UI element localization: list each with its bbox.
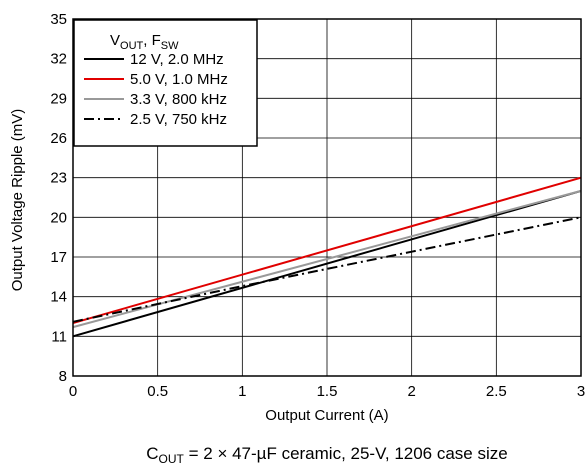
y-tick-label: 35 — [50, 11, 67, 28]
y-tick-label: 17 — [50, 249, 67, 266]
x-tick-label: 3 — [577, 383, 585, 400]
x-tick-label: 1.5 — [317, 383, 338, 400]
legend-entry: 3.3 V, 800 kHz — [130, 91, 227, 108]
plot-frame — [72, 18, 582, 377]
x-axis-label: Output Current (A) — [265, 407, 388, 424]
y-tick-label: 11 — [51, 328, 67, 345]
legend-box — [73, 19, 258, 147]
y-tick-label: 26 — [50, 130, 67, 147]
legend-entry: 12 V, 2.0 MHz — [130, 51, 224, 68]
legend-title: VOUT, FSW — [110, 32, 179, 52]
caption: COUT = 2 × 47-µF ceramic, 25-V, 1206 cas… — [146, 444, 507, 466]
legend-entry: 5.0 V, 1.0 MHz — [130, 71, 228, 88]
y-tick-label: 29 — [50, 90, 67, 107]
y-tick-label: 14 — [50, 289, 67, 306]
tick-labels: 0 0.5 1 1.5 2 2.5 3 8 11 14 17 20 23 26 29 32 35 — [50, 11, 585, 400]
y-tick-label: 32 — [50, 51, 67, 68]
y-tick-label: 23 — [50, 170, 67, 187]
series-line-1 — [72, 189, 582, 338]
x-tick-label: 1 — [238, 383, 246, 400]
series-lines — [72, 176, 582, 338]
y-axis-label: Output Voltage Ripple (mV) — [9, 109, 26, 292]
y-tick-label: 20 — [50, 209, 67, 226]
x-tick-label: 2 — [407, 383, 415, 400]
x-tick-label: 2.5 — [486, 383, 507, 400]
x-tick-label: 0 — [69, 383, 77, 400]
x-tick-label: 0.5 — [147, 383, 168, 400]
series-line-4 — [72, 216, 582, 323]
legend-items: 12 V, 2.0 MHz 5.0 V, 1.0 MHz 3.3 V, 800 kH… — [84, 51, 228, 128]
legend: VOUT, FSW 12 V, 2.0 MHz 5.0 V, 1.0 MHz 3.3… — [73, 19, 258, 147]
y-tick-label: 8 — [59, 368, 67, 385]
legend-entry: 2.5 V, 750 kHz — [130, 111, 227, 128]
series-line-2 — [72, 176, 582, 325]
